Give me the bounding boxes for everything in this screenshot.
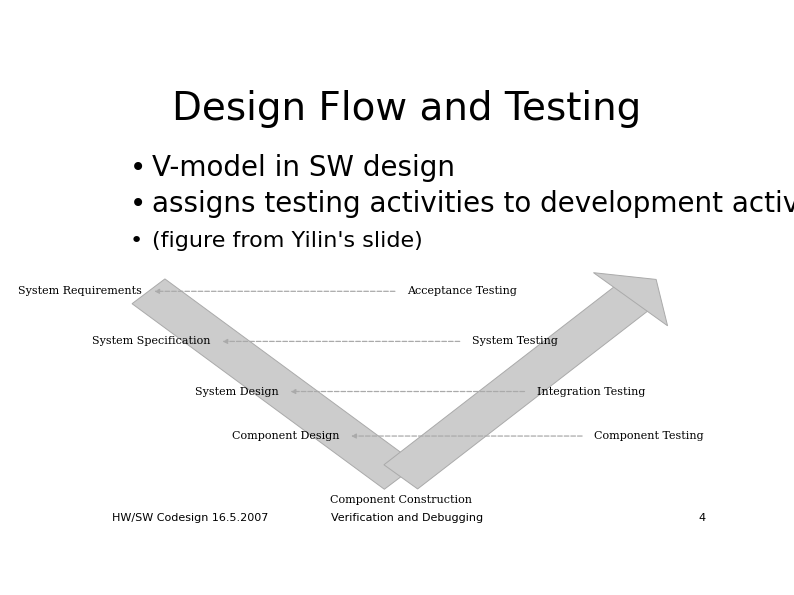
Text: Component Testing: Component Testing	[594, 431, 703, 441]
Text: Component Design: Component Design	[232, 431, 339, 441]
Text: System Specification: System Specification	[92, 336, 210, 346]
Text: Design Flow and Testing: Design Flow and Testing	[172, 90, 642, 128]
Text: 4: 4	[698, 513, 705, 522]
Text: HW/SW Codesign 16.5.2007: HW/SW Codesign 16.5.2007	[111, 513, 268, 522]
Text: (figure from Yilin's slide): (figure from Yilin's slide)	[152, 231, 422, 251]
Text: •: •	[130, 231, 143, 251]
Text: Integration Testing: Integration Testing	[537, 387, 645, 396]
Text: •: •	[130, 190, 146, 218]
Text: Component Construction: Component Construction	[330, 495, 472, 505]
Text: System Requirements: System Requirements	[18, 286, 142, 296]
Text: Verification and Debugging: Verification and Debugging	[331, 513, 483, 522]
Polygon shape	[132, 279, 417, 489]
Polygon shape	[593, 273, 668, 326]
Text: •: •	[130, 154, 146, 181]
Text: Acceptance Testing: Acceptance Testing	[407, 286, 517, 296]
Text: System Design: System Design	[195, 387, 279, 396]
Text: V-model in SW design: V-model in SW design	[152, 154, 454, 181]
Polygon shape	[384, 279, 657, 489]
Text: System Testing: System Testing	[472, 336, 557, 346]
Text: assigns testing activities to development activities: assigns testing activities to developmen…	[152, 190, 794, 218]
